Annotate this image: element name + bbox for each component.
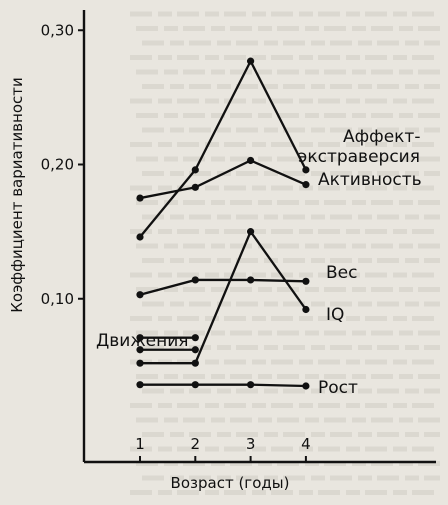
series-activity-point — [191, 183, 199, 191]
x-axis-title: Возраст (годы) — [171, 474, 290, 492]
x-tick-label: 3 — [246, 435, 256, 453]
series-weight-point — [247, 276, 255, 284]
series-height-line — [140, 383, 306, 388]
series-movements-point — [191, 334, 199, 342]
series-movements-point — [136, 346, 144, 354]
series-labels: Аффект-экстраверсия Активность Вес IQ Рост Дв… — [96, 127, 422, 398]
y-tick-label: 0,20 — [41, 156, 74, 174]
series-label-activity: Активность — [318, 170, 422, 190]
x-tick-label: 1 — [135, 435, 145, 453]
series-weight-point — [191, 276, 199, 284]
series-activity-line — [139, 159, 307, 200]
series-height-point — [191, 381, 199, 389]
series-affect-extraversion-line — [139, 58, 307, 238]
series-weight-point — [302, 277, 310, 285]
series-label-height: Рост — [318, 378, 358, 398]
series-label-iq: IQ — [326, 305, 344, 325]
y-tick-label: 0,30 — [41, 21, 74, 39]
background-page-text — [130, 11, 440, 495]
axes: 0,10 0,20 0,30 1 2 3 4 Возраст (годы) Коэффициен… — [8, 10, 436, 492]
series-affect-extraversion-point — [136, 233, 144, 241]
y-axis-title: Коэффициент вариативности — [8, 77, 26, 313]
series-iq-point — [136, 359, 144, 367]
series-label-affect-extraversion: Аффект-экстраверсия — [298, 127, 420, 167]
series-iq-point — [247, 228, 255, 236]
y-tick-label: 0,10 — [41, 290, 74, 308]
series-movements-point — [136, 334, 144, 342]
series-layer — [136, 57, 310, 390]
series-activity-point — [302, 181, 310, 189]
series-affect-extraversion-point — [247, 57, 255, 65]
series-height-point — [136, 381, 144, 389]
series-movements-point — [191, 346, 199, 354]
series-weight-line — [139, 278, 306, 296]
x-tick-label: 4 — [301, 435, 311, 453]
series-label-movements: Движения — [96, 331, 189, 351]
x-tick-label: 2 — [191, 435, 201, 453]
series-activity-point — [247, 156, 255, 165]
series-iq-point — [191, 359, 199, 367]
series-height-point — [247, 381, 255, 389]
series-iq-point — [302, 305, 310, 314]
series-iq-line — [140, 229, 307, 365]
series-activity-point — [136, 194, 144, 202]
series-weight-point — [136, 291, 144, 299]
series-affect-extraversion-point — [302, 166, 310, 174]
series-affect-extraversion-point — [191, 166, 199, 174]
series-height-point — [302, 382, 310, 390]
series-label-weight: Вес — [326, 263, 357, 283]
